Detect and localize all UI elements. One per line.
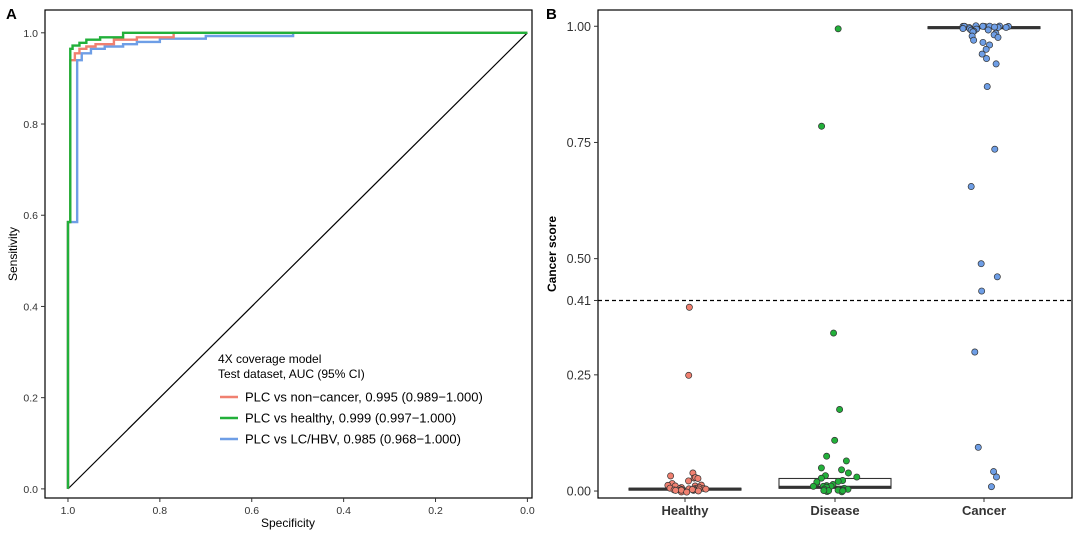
- panel-b: B 0.00 0.25 0.41 0.50 0.75 1.00 Healthy Disease…: [545, 6, 1073, 518]
- y-tick-label: 0.2: [23, 393, 38, 405]
- data-point: [971, 348, 979, 356]
- y-tick-label: 0.75: [567, 136, 591, 150]
- data-point: [993, 473, 1000, 481]
- data-point: [984, 26, 992, 34]
- y-tick-label: 1.0: [23, 28, 38, 40]
- data-point: [982, 45, 990, 53]
- data-point: [823, 452, 831, 460]
- category-label: Disease: [810, 503, 859, 518]
- panel-a-plot-frame: [44, 9, 533, 499]
- diagonal-reference-line: [67, 32, 528, 490]
- data-point: [667, 472, 675, 480]
- data-point: [983, 55, 990, 63]
- panel-b-y-axis-label: Cancer score: [545, 216, 559, 292]
- data-point: [694, 487, 702, 495]
- data-point: [839, 487, 847, 495]
- category-label: Cancer: [962, 503, 1006, 518]
- roc-curve-series-2: [66, 31, 528, 489]
- legend-entries: PLC vs non−cancer, 0.995 (0.989−1.000) PL…: [220, 390, 483, 447]
- data-point: [834, 25, 842, 33]
- legend-entry-label: PLC vs healthy, 0.999 (0.997−1.000): [245, 411, 456, 426]
- y-tick-label: 0.6: [23, 210, 38, 222]
- y-tick-label: 0.00: [567, 485, 591, 499]
- data-point: [990, 468, 998, 476]
- x-tick-label: 0.6: [244, 505, 259, 517]
- data-point: [820, 487, 828, 494]
- panel-a-reference-line: [67, 32, 528, 490]
- panel-b-axes: 0.00 0.25 0.41 0.50 0.75 1.00 Healthy Disease Ca…: [567, 20, 1006, 518]
- data-point: [842, 457, 850, 465]
- panel-a-letter: A: [6, 6, 17, 23]
- data-point: [978, 50, 986, 58]
- data-point: [688, 486, 696, 493]
- data-point: [818, 122, 826, 130]
- panel-a-legend: 4X coverage model Test dataset, AUC (95%…: [218, 352, 483, 447]
- legend-title-line-1: 4X coverage model: [218, 352, 321, 366]
- panel-a-axes: 1.0 0.8 0.6 0.4 0.2 0.0 0.0 0.2 0.4 0.6 0.8 1.0: [23, 28, 534, 517]
- data-point: [853, 473, 861, 481]
- data-point: [979, 38, 987, 46]
- y-tick-label: 1.00: [567, 20, 591, 34]
- x-tick-label: 1.0: [61, 505, 76, 517]
- data-point: [959, 25, 967, 32]
- panel-b-letter: B: [546, 6, 557, 23]
- data-point: [702, 485, 710, 493]
- panel-b-plot-frame: [597, 9, 1073, 499]
- panel-a-roc-curves: [66, 31, 528, 489]
- y-tick-label: 0.25: [567, 368, 591, 382]
- data-point: [685, 477, 692, 485]
- data-point: [967, 183, 975, 190]
- data-point: [979, 22, 987, 30]
- data-point: [809, 482, 817, 490]
- data-point: [836, 406, 844, 413]
- roc-curve-series-3: [66, 31, 528, 489]
- data-point: [994, 33, 1002, 41]
- data-point: [683, 488, 691, 496]
- data-point: [685, 371, 693, 379]
- data-point: [817, 474, 825, 482]
- x-tick-label: 0.4: [336, 505, 351, 517]
- data-point: [834, 477, 842, 485]
- data-point: [844, 469, 852, 477]
- panel-a-x-axis-label: Specificity: [261, 516, 315, 530]
- data-point: [974, 443, 982, 451]
- legend-title-line-2: Test dataset, AUC (95% CI): [218, 367, 365, 381]
- legend-entry-label: PLC vs non−cancer, 0.995 (0.989−1.000): [245, 390, 483, 405]
- y-tick-label: 0.8: [23, 119, 38, 131]
- data-point: [993, 273, 1001, 281]
- data-point: [817, 464, 825, 472]
- x-tick-label: 0.0: [520, 505, 535, 517]
- x-tick-label: 0.8: [153, 505, 168, 517]
- y-tick-label: 0.4: [23, 301, 38, 313]
- data-point: [977, 260, 985, 268]
- data-point: [685, 303, 693, 311]
- data-point: [978, 287, 986, 295]
- data-point: [983, 83, 991, 91]
- data-point: [694, 475, 702, 482]
- y-tick-label: 0.41: [567, 294, 591, 308]
- data-point: [991, 145, 999, 153]
- data-point: [838, 466, 846, 474]
- panel-a: A 1.0 0.8 0.6 0.4 0.2 0.0 0.0 0.2 0.4 0.6 0.8 1.0 S…: [6, 6, 535, 530]
- panel-b-points: [664, 22, 1012, 496]
- data-point: [830, 329, 838, 337]
- data-point: [992, 60, 1000, 68]
- data-point: [988, 483, 995, 491]
- category-label: Healthy: [662, 503, 710, 518]
- data-point: [1002, 24, 1010, 31]
- y-tick-label: 0.50: [567, 252, 591, 266]
- data-point: [831, 436, 839, 444]
- x-tick-label: 0.2: [428, 505, 443, 517]
- data-point: [672, 486, 680, 494]
- legend-entry-label: PLC vs LC/HBV, 0.985 (0.968−1.000): [245, 432, 461, 447]
- panel-a-y-axis-label: Sensitivity: [6, 227, 20, 281]
- data-point: [970, 36, 978, 44]
- y-tick-label: 0.0: [23, 484, 38, 496]
- data-point: [991, 23, 998, 31]
